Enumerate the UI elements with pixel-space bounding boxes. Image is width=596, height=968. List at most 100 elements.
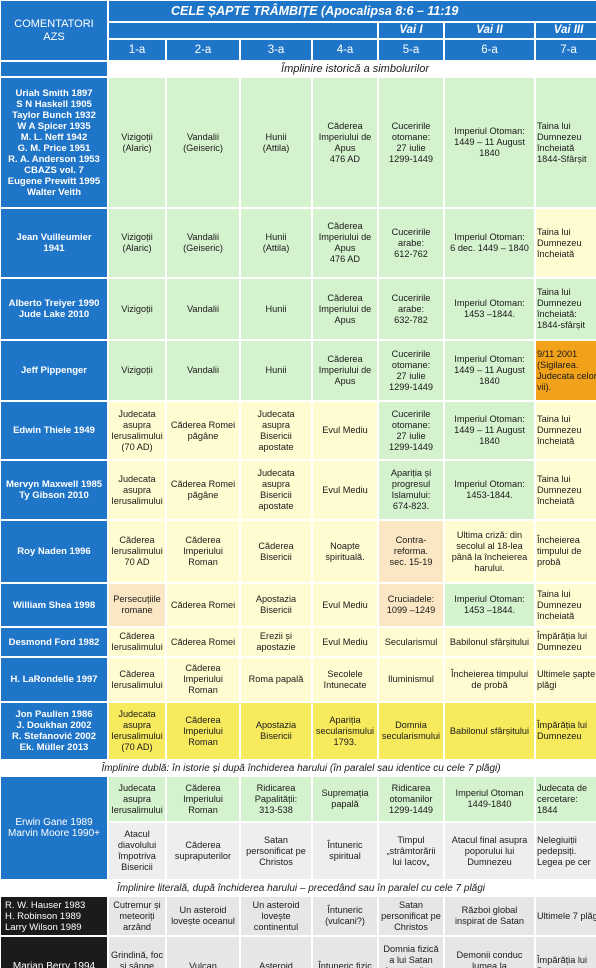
table-cell: Căderea Imperiului Roman [167, 521, 239, 582]
table-row: Erwin Gane 1989 Marvin Moore 1990+ Judec… [1, 777, 596, 879]
commentators-cell: William Shea 1998 [1, 584, 107, 626]
table-cell: Căderea supraputerilor [167, 823, 239, 879]
table-cell: Satan personificat pe Christos [241, 823, 311, 879]
table-cell: Nelegiuiții pedepsiți. Legea pe cer [536, 823, 596, 879]
table-cell: Judecata de cercetare: 1844 [536, 777, 596, 821]
table-cell: Căderea Bisericii [241, 521, 311, 582]
table-cell: Căderea Imperiului Roman [167, 703, 239, 759]
table-cell: Judecata asupra Ierusalimului (70 AD) [109, 402, 165, 459]
table-cell: Vulcan [167, 937, 239, 968]
table-row: Atacul diavolului împotriva Bisericii Că… [1, 823, 596, 879]
table-cell: Satan personificat pe Christos [379, 897, 443, 935]
vai-2-label: Vai II [445, 23, 534, 38]
table-cell: Întuneric (vulcani?) [313, 897, 377, 935]
table-cell: Domnia fizică a lui Satan împreună cu de… [379, 937, 443, 968]
commentators-cell: Marian Berry 1994 [1, 937, 107, 968]
table-row: H. LaRondelle 1997 Căderea Ierusalimului… [1, 658, 596, 701]
table-row: R. W. Hauser 1983 H. Robinson 1989 Larry… [1, 897, 596, 935]
table-cell: Hunii [241, 341, 311, 400]
table-cell: 9/11 2001 (Sigilarea. Judecata celor vii… [536, 341, 596, 400]
table-cell: Vandalii (Geiseric) [167, 209, 239, 277]
table-cell: Întuneric fizic [313, 937, 377, 968]
table-cell: Evul Mediu [313, 584, 377, 626]
table-cell: Babilonul sfârșitului [445, 628, 534, 656]
table-cell: Căderea Imperiului de Apus [313, 341, 377, 400]
column-trumpet-4: 4-a [313, 40, 377, 60]
commentators-cell: Jean Vuilleumier 1941 [1, 209, 107, 277]
table-cell: Judecata asupra Ierusalimului [109, 777, 165, 821]
table-cell: Căderea Romei [167, 628, 239, 656]
table-cell: Căderea Imperiului de Apus 476 AD [313, 78, 377, 207]
commentators-cell: Desmond Ford 1982 [1, 628, 107, 656]
table-cell: Imperiul Otoman: 1453-1844. [445, 461, 534, 519]
table-cell: Imperiul Otoman: 1449 – 11 August 1840 [445, 402, 534, 459]
commentators-cell: Edwin Thiele 1949 [1, 402, 107, 459]
table-cell: Ultimele 7 plăgi [536, 897, 596, 935]
commentators-cell: Erwin Gane 1989 Marvin Moore 1990+ [1, 777, 107, 879]
table-row: Desmond Ford 1982 Căderea Ierusalimului … [1, 628, 596, 656]
table-cell: Atacul final asupra poporului lui Dumnez… [445, 823, 534, 879]
table-cell: Împărăția lui Dumnezeu [536, 703, 596, 759]
commentators-cell: Mervyn Maxwell 1985 Ty Gibson 2010 [1, 461, 107, 519]
table-cell: Vizigoții [109, 279, 165, 339]
table-cell: Imperiul Otoman: 6 dec. 1449 – 1840 [445, 209, 534, 277]
table-cell: Căderea Romei păgâne [167, 461, 239, 519]
table-row: Alberto Treiyer 1990 Jude Lake 2010 Vizi… [1, 279, 596, 339]
table-cell: Ultimele șapte plăgi [536, 658, 596, 701]
commentators-cell: Jeff Pippenger [1, 341, 107, 400]
table-cell: Evul Mediu [313, 628, 377, 656]
table-cell: Demonii conduc lumea la Armaghedon [445, 937, 534, 968]
table-cell: Babilonul sfârșitului [445, 703, 534, 759]
table-cell: Căderea Imperiului Roman [167, 777, 239, 821]
column-trumpet-2: 2-a [167, 40, 239, 60]
commentators-header: COMENTATORI AZS [1, 1, 107, 60]
table-cell: Vizigoții [109, 341, 165, 400]
table-cell: Secularismul [379, 628, 443, 656]
table-cell: Cruciadele: 1099 –1249 [379, 584, 443, 626]
table-cell: Ridicarea otomanilor 1299-1449 [379, 777, 443, 821]
table-cell: Căderea Imperiului de Apus 476 AD [313, 209, 377, 277]
table-cell: Vandalii (Geiseric) [167, 78, 239, 207]
table-cell: Erezii și apostazie [241, 628, 311, 656]
table-cell: Apariția și progresul Islamului: 674-823… [379, 461, 443, 519]
table-row: William Shea 1998 Persecuțiile romane Că… [1, 584, 596, 626]
table-cell: Judecata asupra Ierusalimului (70 AD) [109, 703, 165, 759]
table-cell: Împărăția lui Dumnezeu [536, 628, 596, 656]
table-cell: Asteroid [241, 937, 311, 968]
table-cell: Vizigoții (Alaric) [109, 209, 165, 277]
table-cell: Vandalii [167, 341, 239, 400]
column-trumpet-5: 5-a [379, 40, 443, 60]
table-cell: Căderea Imperiului Roman [167, 658, 239, 701]
table-row: Mervyn Maxwell 1985 Ty Gibson 2010 Judec… [1, 461, 596, 519]
table-cell: Un asteroid lovește oceanul [167, 897, 239, 935]
table-cell: Ridicarea Papalității: 313-538 [241, 777, 311, 821]
table-cell: Taina lui Dumnezeu încheiată [536, 461, 596, 519]
table-row: Edwin Thiele 1949 Judecata asupra Ierusa… [1, 402, 596, 459]
table-cell: Atacul diavolului împotriva Bisericii [109, 823, 165, 879]
table-cell: Apariția secularismului 1793. [313, 703, 377, 759]
table-cell: Un asteroid lovește continentul [241, 897, 311, 935]
table-cell: Apostazia Bisericii [241, 584, 311, 626]
table-cell: Hunii [241, 279, 311, 339]
table-cell: Taina lui Dumnezeu încheiată: 1844-sfârș… [536, 279, 596, 339]
table-cell: Căderea Ierusalimului 70 AD [109, 521, 165, 582]
table-cell: Persecuțiile romane [109, 584, 165, 626]
table-cell: Roma papală [241, 658, 311, 701]
table-cell: Imperiul Otoman: 1453 –1844. [445, 584, 534, 626]
commentators-cell: H. LaRondelle 1997 [1, 658, 107, 701]
table-row: Jeff Pippenger Vizigoții Vandalii Hunii … [1, 341, 596, 400]
table-title: CELE ȘAPTE TRÂMBIȚE (Apocalipsa 8:6 – 11… [109, 1, 596, 21]
table-cell: Judecata asupra Ierusalimului [109, 461, 165, 519]
table-cell: Cuceririle otomane: 27 iulie 1299-1449 [379, 341, 443, 400]
column-trumpet-7: 7-a [536, 40, 596, 60]
table-cell: Întuneric spiritual [313, 823, 377, 879]
table-cell: Supremația papală [313, 777, 377, 821]
vai-3-label: Vai III [536, 23, 596, 38]
commentators-cell: Roy Naden 1996 [1, 521, 107, 582]
section-literal: Împlinire literală, după închiderea haru… [1, 881, 596, 895]
table-row: Marian Berry 1994 Grindină, foc și sânge… [1, 937, 596, 968]
table-cell: Taina lui Dumnezeu încheiată [536, 584, 596, 626]
commentators-cell: R. W. Hauser 1983 H. Robinson 1989 Larry… [1, 897, 107, 935]
vai-spacer [109, 23, 377, 38]
